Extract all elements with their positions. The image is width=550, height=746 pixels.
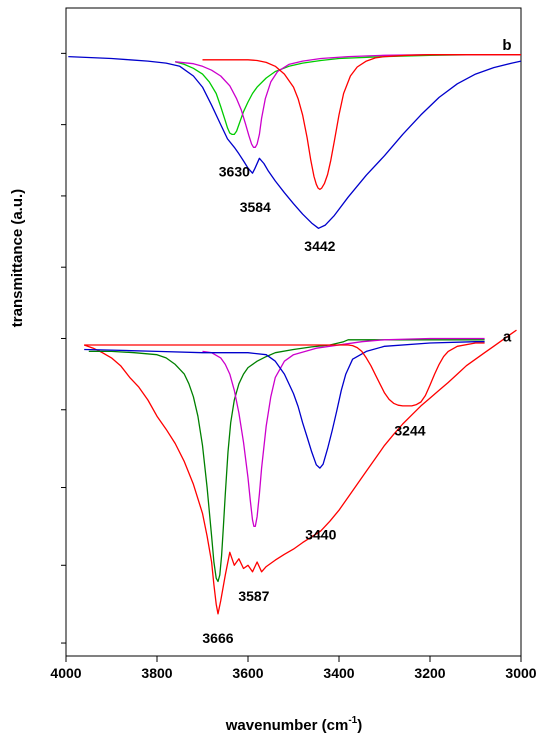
x-tick-label: 3400 xyxy=(323,665,354,681)
series-line-panel-a-2 xyxy=(202,337,485,528)
panel-labels: ba xyxy=(502,37,511,346)
peak-labels: 3630 3584 3442 3666 3587 3440 3244 xyxy=(202,163,425,646)
series-line-panel-b-0 xyxy=(68,55,522,229)
peak-label-3587: 3587 xyxy=(238,588,269,604)
series-line-panel-a-0 xyxy=(83,329,517,615)
x-tick-label: 3600 xyxy=(232,665,263,681)
y-axis-title: transmittance (a.u.) xyxy=(9,189,26,327)
x-axis-title-main: wavenumber (cm xyxy=(225,717,349,734)
panel-label-a: a xyxy=(503,329,512,346)
peak-label-3630: 3630 xyxy=(219,163,250,179)
x-axis-title-close: ) xyxy=(357,717,362,734)
x-tick-label: 3200 xyxy=(414,665,445,681)
series-line-panel-a-4 xyxy=(84,342,485,407)
panel-label-b: b xyxy=(502,37,511,54)
peak-label-3584: 3584 xyxy=(240,199,271,215)
x-axis-title-superscript: -1 xyxy=(348,715,357,726)
x-tick-label: 3000 xyxy=(505,665,536,681)
peak-label-3244: 3244 xyxy=(394,423,425,439)
series-line-panel-b-3 xyxy=(202,54,521,191)
x-axis-ticks: 4000 3800 3600 3400 3200 3000 xyxy=(50,656,537,681)
plot-frame xyxy=(65,7,522,657)
peak-label-3442: 3442 xyxy=(304,238,335,254)
x-tick-label: 3800 xyxy=(141,665,172,681)
series-line-panel-a-3 xyxy=(84,341,485,469)
x-tick-label: 4000 xyxy=(50,665,81,681)
series-line-panel-a-1 xyxy=(88,339,485,583)
peak-label-3666: 3666 xyxy=(202,630,233,646)
series-line-panel-b-2 xyxy=(175,54,521,148)
peak-label-3440: 3440 xyxy=(305,526,336,542)
series-layer xyxy=(68,54,522,615)
series-line-panel-b-1 xyxy=(175,54,521,136)
y-axis-ticks xyxy=(61,52,66,644)
x-axis-title: wavenumber (cm-1) xyxy=(225,715,362,734)
